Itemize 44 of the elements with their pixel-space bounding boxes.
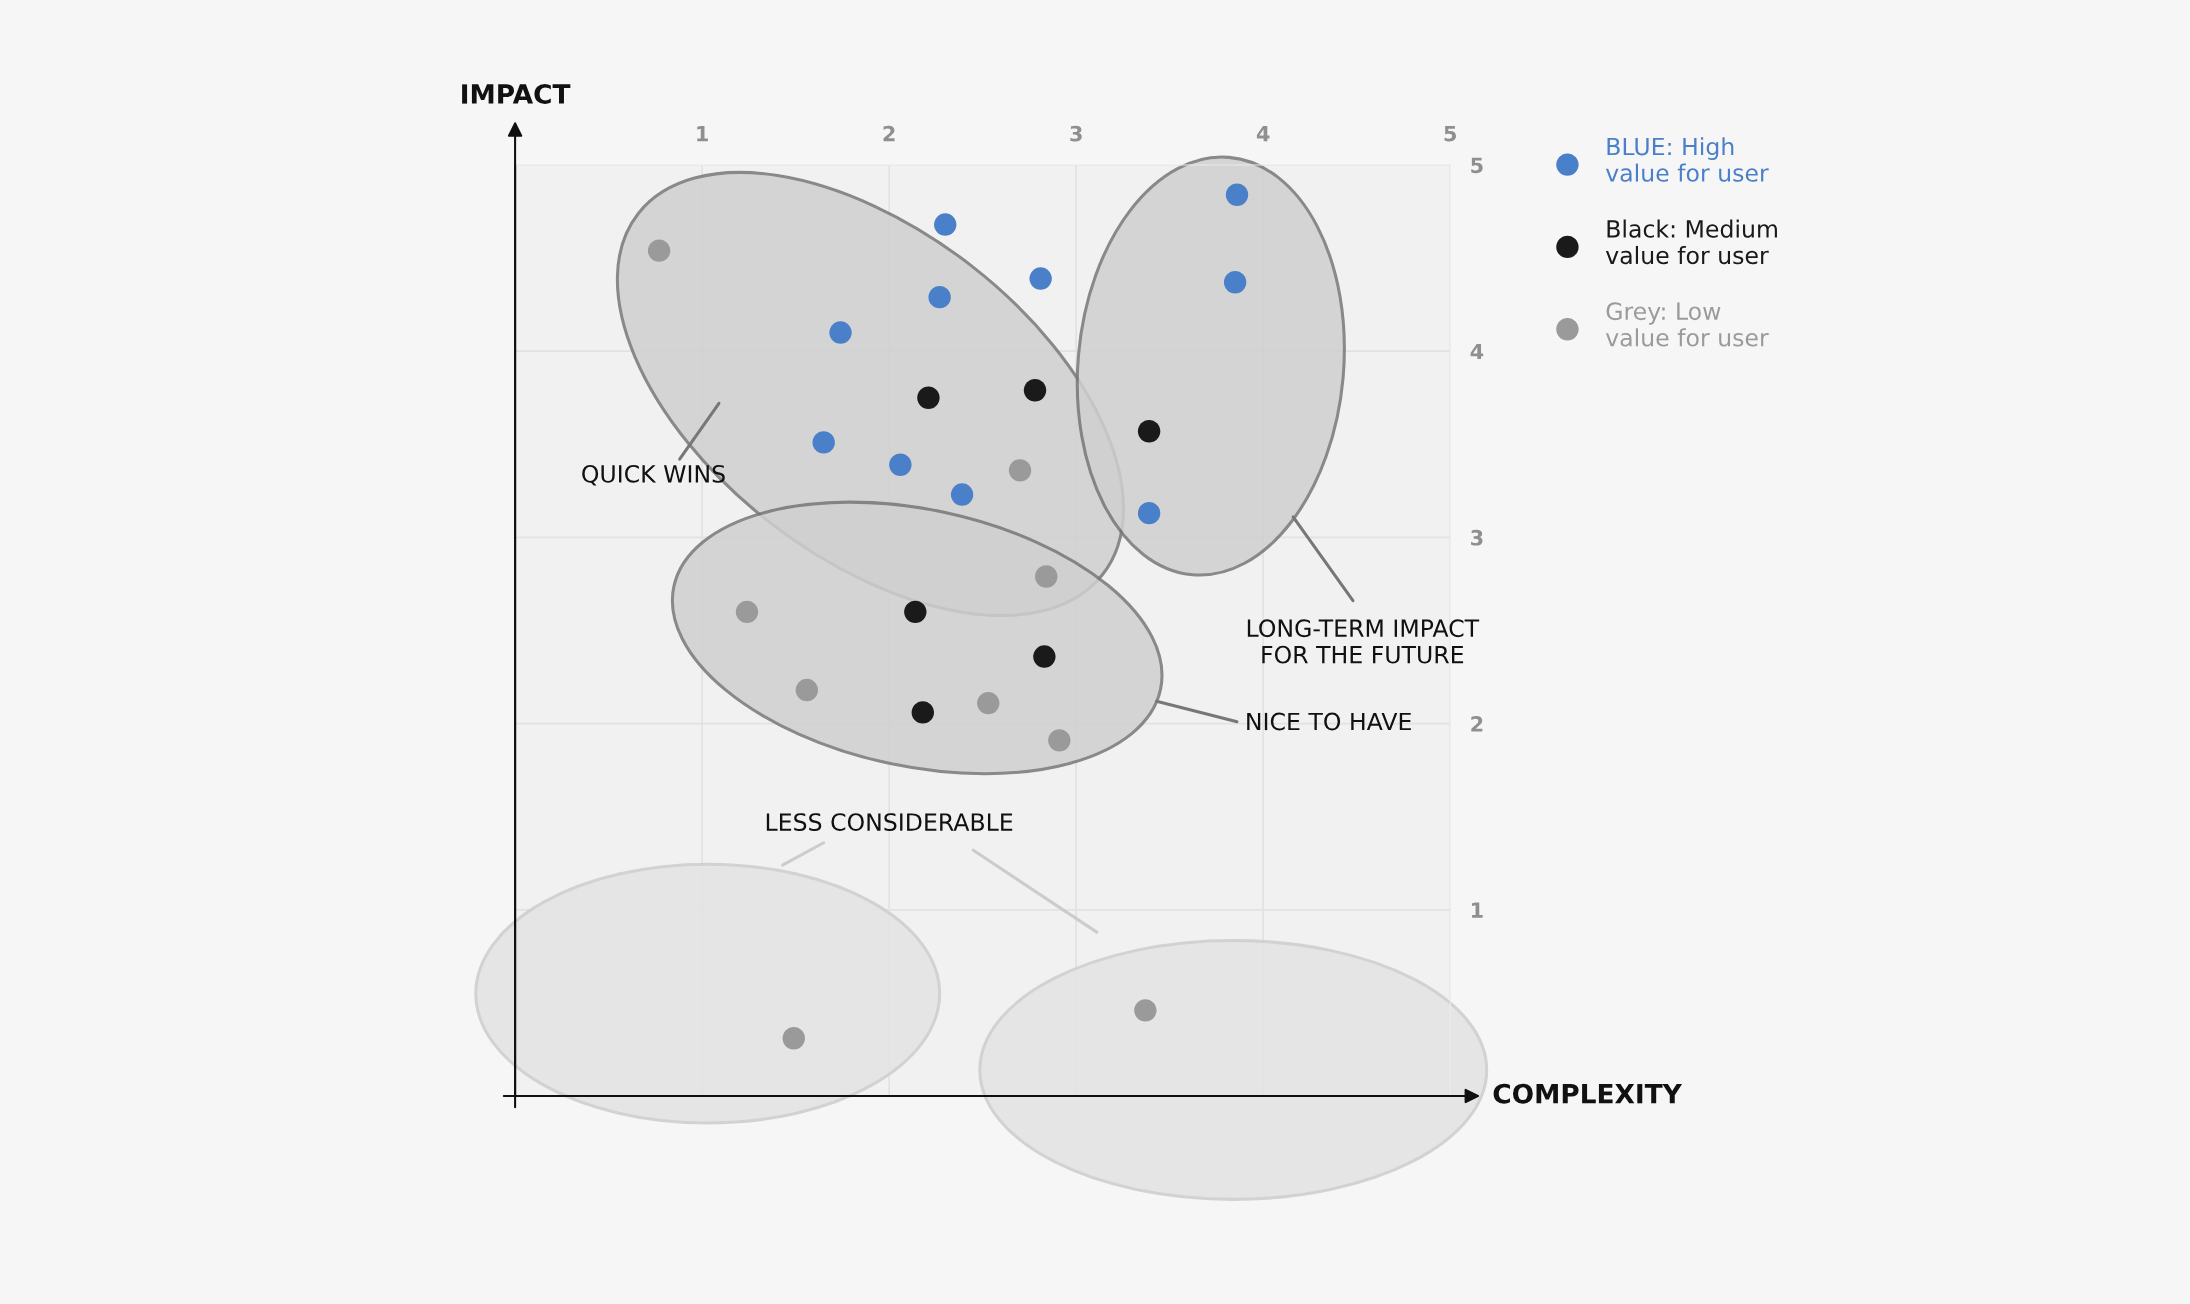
point xyxy=(812,431,835,454)
point xyxy=(735,600,759,624)
y-tick-label: 4 xyxy=(1470,343,1484,360)
y-tick-label: 5 xyxy=(1471,157,1483,174)
legend-label: BLUE: High value for user xyxy=(1605,137,1769,182)
point xyxy=(904,600,927,624)
point xyxy=(911,701,934,724)
point xyxy=(1137,501,1161,525)
point xyxy=(1008,459,1032,482)
x-tick-label: 2 xyxy=(883,125,895,142)
annotation: LESS CONSIDERABLE xyxy=(766,813,1013,831)
annotation: QUICK WINS xyxy=(582,464,725,486)
point xyxy=(647,239,671,262)
point xyxy=(977,691,1000,715)
point xyxy=(1137,420,1161,443)
y-axis-title: IMPACT xyxy=(462,84,571,104)
point xyxy=(1225,183,1249,206)
x-tick-label: 5 xyxy=(1444,125,1457,142)
point xyxy=(1134,999,1157,1022)
point xyxy=(1048,729,1071,752)
point xyxy=(950,483,974,506)
annotation: NICE TO HAVE xyxy=(1247,712,1411,731)
point xyxy=(1033,645,1056,668)
y-tick-label: 2 xyxy=(1471,716,1483,732)
point xyxy=(795,678,819,702)
point xyxy=(829,321,852,344)
y-tick-label: 1 xyxy=(1472,902,1483,918)
point xyxy=(1223,271,1247,294)
point xyxy=(889,453,912,476)
x-tick-label: 4 xyxy=(1256,125,1270,142)
point xyxy=(917,386,940,409)
legend-label: Grey: Low value for user xyxy=(1605,302,1769,347)
annotation: LONG-TERM IMPACT FOR THE FUTURE xyxy=(1247,619,1480,664)
point xyxy=(1035,565,1058,588)
x-tick-label: 3 xyxy=(1070,125,1082,142)
point xyxy=(928,285,951,309)
point xyxy=(934,213,957,236)
x-tick-label: 1 xyxy=(697,125,708,142)
point xyxy=(1029,267,1052,290)
y-tick-label: 3 xyxy=(1471,529,1483,546)
point xyxy=(782,1027,805,1050)
legend-label: Black: Medium value for user xyxy=(1605,219,1777,265)
point xyxy=(1023,379,1047,402)
x-axis-title: COMPLEXITY xyxy=(1493,1083,1683,1104)
